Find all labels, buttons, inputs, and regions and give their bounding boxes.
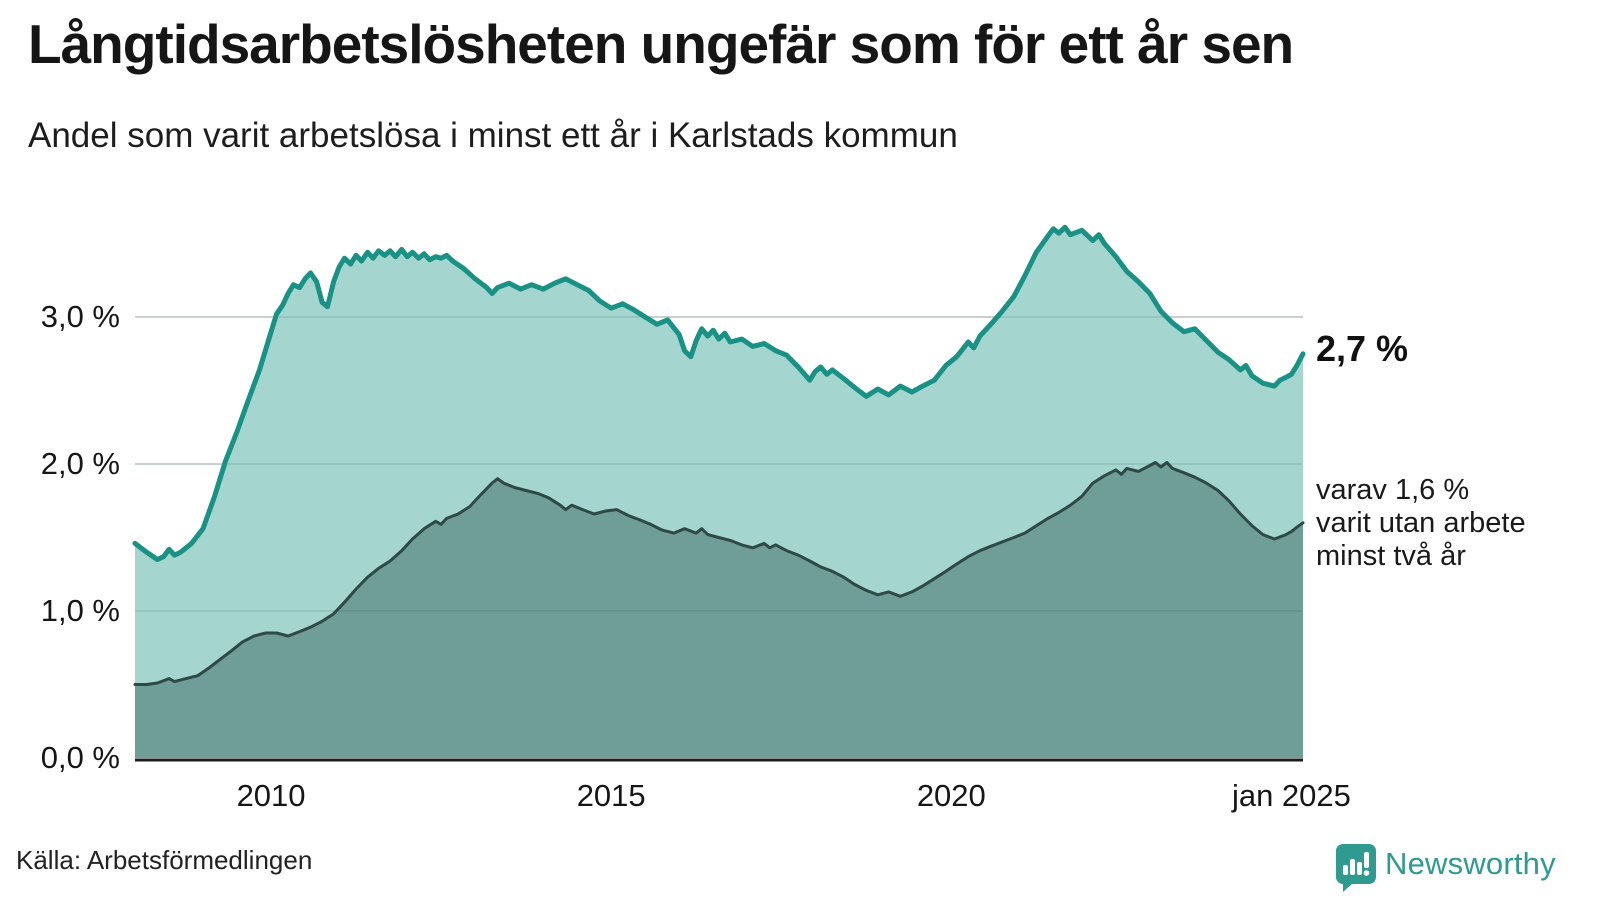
arbetslosa-minst-ett-ar-line bbox=[132, 224, 1306, 562]
x-axis-tick-label: 2020 bbox=[916, 778, 986, 813]
newsworthy-logo-icon bbox=[1336, 844, 1376, 892]
page-subtitle: Andel som varit arbetslösa i minst ett å… bbox=[28, 116, 958, 155]
two-year-annotation: varav 1,6 % varit utan arbete minst två … bbox=[1316, 474, 1526, 573]
y-axis-tick-label: 2,0 % bbox=[40, 446, 120, 481]
arbetslosa-minst-tva-ar-line bbox=[133, 461, 1305, 686]
x-axis-tick-label: 2010 bbox=[236, 778, 306, 813]
source-caption: Källa: Arbetsförmedlingen bbox=[16, 845, 313, 875]
arbetslosa-minst-tva-ar-area bbox=[135, 462, 1303, 758]
y-axis-tick-label: 1,0 % bbox=[40, 593, 120, 628]
latest-value-label: 2,7 % bbox=[1316, 328, 1409, 369]
x-axis-tick-label: 2015 bbox=[576, 778, 646, 813]
newsworthy-wordmark: Newsworthy bbox=[1385, 846, 1556, 881]
page-title: Långtidsarbetslösheten ungefär som för e… bbox=[28, 13, 1294, 75]
two-year-annotation-line2: varit utan arbete bbox=[1316, 507, 1526, 539]
two-year-annotation-line1: varav 1,6 % bbox=[1316, 474, 1470, 506]
y-axis-tick-label: 0,0 % bbox=[40, 740, 120, 775]
newsworthy-brand: Newsworthy bbox=[1334, 842, 1556, 892]
y-axis-tick-label: 3,0 % bbox=[40, 299, 120, 334]
x-axis-tick-label: jan 2025 bbox=[1231, 778, 1351, 813]
two-year-annotation-line3: minst två år bbox=[1316, 540, 1466, 572]
